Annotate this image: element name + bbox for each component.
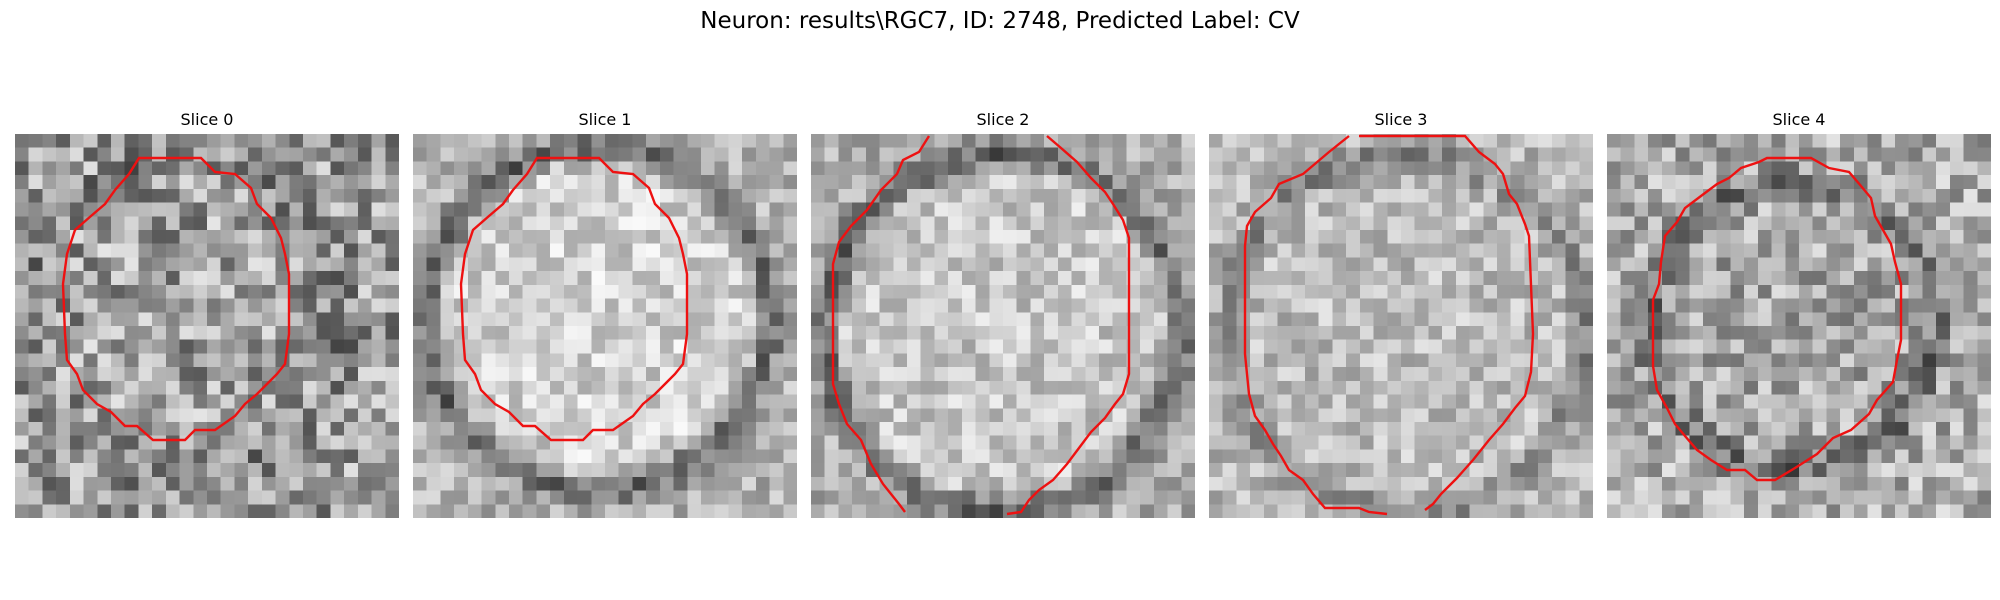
- slice-1-contour: [459, 156, 689, 442]
- slice-0-panel: Slice 0: [15, 110, 399, 518]
- slice-4-image: [1607, 134, 1991, 518]
- slice-1-title: Slice 1: [578, 110, 632, 129]
- slice-4-panel: Slice 4: [1607, 110, 1991, 518]
- slice-2-title: Slice 2: [976, 110, 1030, 129]
- slice-2-image: [811, 134, 1195, 518]
- slice-4-pixels: [1607, 134, 1991, 518]
- slice-3-panel: Slice 3: [1209, 110, 1593, 518]
- figure-title: Neuron: results\RGC7, ID: 2748, Predicte…: [700, 8, 1300, 34]
- slice-3-image: [1209, 134, 1593, 518]
- slice-2-contour: [831, 135, 1131, 516]
- slice-1-panel: Slice 1: [413, 110, 797, 518]
- slice-2-panel: Slice 2: [811, 110, 1195, 518]
- slice-0-pixels: [15, 134, 399, 518]
- slice-4-title: Slice 4: [1772, 110, 1826, 129]
- slice-4-contour: [1651, 156, 1903, 482]
- slice-3-title: Slice 3: [1374, 110, 1428, 129]
- slice-1-image: [413, 134, 797, 518]
- slice-3-contour: [1243, 134, 1535, 516]
- slice-0-contour: [61, 156, 291, 442]
- slice-1-pixels: [413, 134, 797, 518]
- slice-0-title: Slice 0: [180, 110, 234, 129]
- slice-0-image: [15, 134, 399, 518]
- slice-3-pixels: [1209, 134, 1593, 518]
